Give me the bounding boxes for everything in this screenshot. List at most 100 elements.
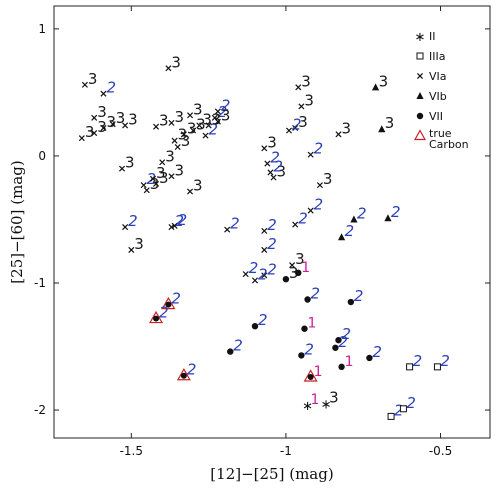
point-label: 3 bbox=[97, 103, 107, 121]
point-true-carbon-triangle bbox=[176, 368, 191, 381]
point-label: 2 bbox=[218, 103, 228, 121]
point-vii bbox=[338, 363, 345, 371]
x-tick-label: -1.5 bbox=[120, 444, 143, 458]
point-vii bbox=[298, 352, 305, 359]
point-label: 2 bbox=[221, 96, 231, 114]
point-label: 3 bbox=[181, 132, 191, 150]
point-via bbox=[292, 124, 299, 132]
point-via bbox=[196, 122, 203, 129]
point-vib bbox=[371, 83, 380, 91]
point-label: 2 bbox=[345, 222, 355, 240]
point-label: 2 bbox=[357, 204, 367, 222]
point-label: 3 bbox=[125, 154, 135, 172]
legend-label-via: VIa bbox=[429, 70, 447, 83]
legend-marker-true-carbon bbox=[413, 129, 427, 141]
point-via bbox=[168, 224, 175, 231]
point-vii bbox=[227, 348, 234, 355]
point-via bbox=[298, 103, 305, 110]
point-via bbox=[292, 221, 299, 228]
point-vii bbox=[295, 269, 302, 277]
point-label: 3 bbox=[171, 53, 181, 71]
point-label: 1 bbox=[314, 364, 323, 380]
point-label: 1 bbox=[301, 260, 310, 276]
legend-label-vii: VII bbox=[429, 110, 443, 123]
legend-label-true-carbon-line2: Carbon bbox=[429, 138, 469, 151]
point-via bbox=[119, 165, 126, 172]
point-label: 2 bbox=[354, 287, 364, 305]
point-label: 2 bbox=[267, 216, 277, 234]
point-label: 2 bbox=[187, 361, 197, 379]
point-label: 2 bbox=[178, 211, 188, 229]
point-via bbox=[153, 123, 160, 130]
point-label: 2 bbox=[406, 394, 416, 412]
point-label: 3 bbox=[159, 169, 169, 187]
point-label: 2 bbox=[338, 333, 348, 351]
y-tick-label: -1 bbox=[34, 276, 46, 290]
y-axis: -2 -1 0 1 bbox=[34, 22, 490, 417]
point-label: 2 bbox=[267, 235, 277, 253]
point-ii: ∗ bbox=[302, 399, 313, 414]
point-via bbox=[187, 112, 194, 119]
point-via bbox=[264, 160, 271, 167]
point-label: 2 bbox=[314, 196, 324, 214]
point-label: 3 bbox=[301, 72, 311, 90]
point-via bbox=[187, 188, 194, 195]
point-label: 2 bbox=[147, 170, 157, 188]
point-vib bbox=[384, 214, 392, 222]
point-via bbox=[267, 169, 274, 176]
point-label: 2 bbox=[249, 259, 259, 277]
point-label: 1 bbox=[345, 354, 354, 370]
point-label: 2 bbox=[394, 401, 404, 419]
point-via bbox=[335, 131, 342, 138]
point-iiia bbox=[433, 363, 441, 371]
legend-marker-vib bbox=[416, 92, 424, 99]
point-via bbox=[122, 122, 129, 129]
legend-marker-vii bbox=[416, 112, 424, 120]
point-vii bbox=[282, 275, 290, 283]
legend-marker-ii: ∗ bbox=[415, 30, 426, 45]
y-tick-label: -2 bbox=[34, 403, 46, 417]
point-vib bbox=[350, 215, 358, 223]
point-label: 3 bbox=[175, 108, 185, 126]
point-label: 3 bbox=[178, 126, 188, 144]
point-via bbox=[100, 124, 107, 132]
plot-frame bbox=[53, 5, 491, 439]
point-via bbox=[214, 108, 221, 115]
point-label: 1 bbox=[307, 316, 316, 332]
legend-label-vib: VIb bbox=[429, 90, 447, 103]
point-vii bbox=[335, 336, 342, 344]
point-label: 2 bbox=[230, 215, 240, 233]
point-label: 3 bbox=[295, 250, 305, 268]
point-vii bbox=[251, 322, 259, 330]
point-label: 2 bbox=[440, 352, 450, 370]
point-via bbox=[140, 182, 147, 189]
point-iiia bbox=[387, 412, 395, 420]
point-label: 2 bbox=[258, 265, 268, 283]
point-via bbox=[295, 84, 302, 91]
point-label: 2 bbox=[233, 337, 243, 355]
point-via bbox=[261, 272, 268, 279]
point-label: 3 bbox=[329, 389, 339, 407]
point-label: 3 bbox=[175, 161, 185, 179]
point-via bbox=[168, 173, 175, 180]
point-true-carbon-triangle bbox=[303, 369, 318, 382]
x-tick-label: -0.5 bbox=[429, 444, 452, 458]
point-via bbox=[171, 222, 178, 229]
point-via bbox=[174, 144, 181, 151]
point-label: 3 bbox=[221, 107, 231, 125]
point-label: 2 bbox=[106, 79, 116, 97]
point-label: 2 bbox=[273, 157, 283, 175]
point-label: 3 bbox=[88, 70, 98, 88]
point-via bbox=[224, 226, 231, 233]
x-axis-label: [12]−[25] (mag) bbox=[210, 465, 333, 483]
point-iiia bbox=[406, 363, 414, 371]
point-label: 3 bbox=[134, 235, 144, 253]
point-label: 3 bbox=[165, 147, 175, 165]
point-label: 2 bbox=[311, 285, 321, 303]
point-label: 3 bbox=[298, 113, 308, 131]
point-ii: ∗ bbox=[321, 398, 332, 413]
point-via bbox=[91, 114, 98, 121]
point-via bbox=[270, 174, 277, 181]
point-via bbox=[165, 65, 172, 72]
point-label: 3 bbox=[304, 91, 314, 109]
